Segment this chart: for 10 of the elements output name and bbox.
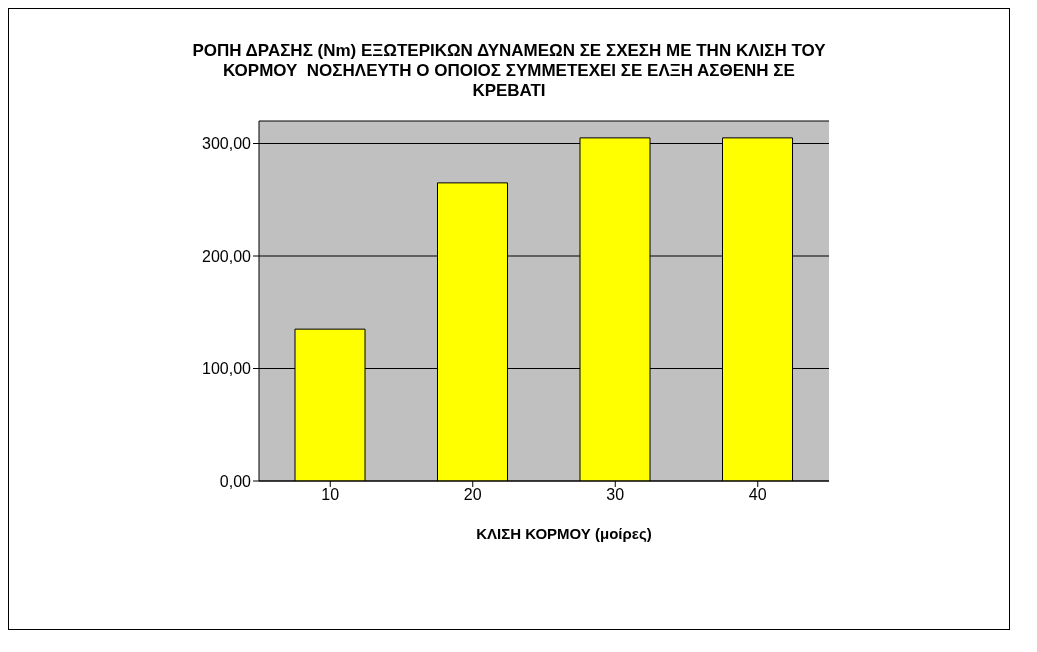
y-tick-label: 300,00	[202, 135, 252, 153]
x-tick-label: 10	[321, 486, 340, 504]
x-axis-title: ΚΛΙΣΗ ΚΟΡΜΟΥ (μοίρες)	[475, 525, 653, 542]
x-tick-label: 40	[748, 486, 767, 504]
chart-title: ΡΟΠΗ ΔΡΑΣΗΣ (Nm) ΕΞΩΤΕΡΙΚΩΝ ΔΥΝΑΜΕΩΝ ΣΕ ΣΧΕΣΗ ΜΕ ΤΗΝ ΚΛΙΣΗ ΤΟΥ ΚΟΡΜΟΥ ΝΟΣΗΛΕΥΤΗ Ο ΟΠΟΙΟΣ ΣΥΜΜΕΤΕΧΕΙ ΣΕ ΕΛΞΗ ΑΣΘΕΝΗ ΣΕ ΚΡΕΒΑΤΙ	[191, 41, 827, 101]
x-tick-label: 30	[606, 486, 625, 504]
y-tick-label: 100,00	[202, 360, 252, 378]
y-tick-label: 0,00	[219, 472, 252, 490]
x-tick-label: 20	[463, 486, 482, 504]
y-tick-label: 200,00	[202, 247, 252, 265]
